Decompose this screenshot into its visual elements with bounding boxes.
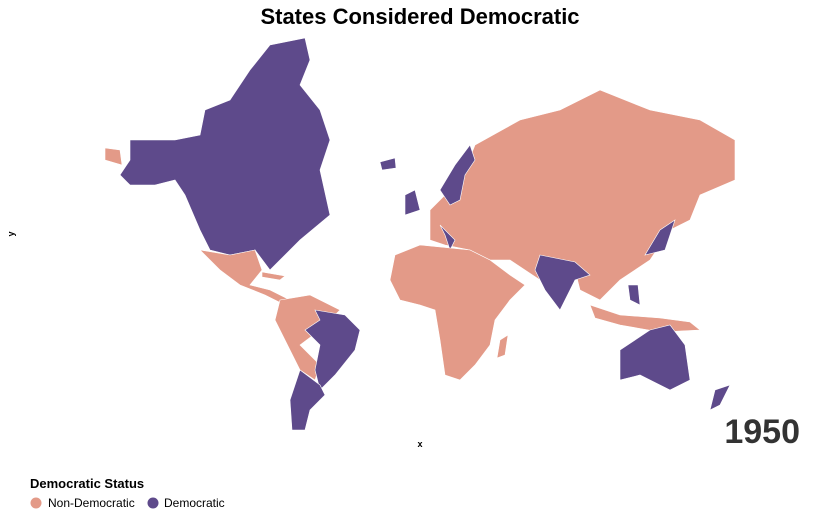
legend-label: Non-Democratic bbox=[48, 496, 135, 510]
region bbox=[289, 369, 326, 431]
map-title: States Considered Democratic bbox=[260, 4, 579, 29]
region bbox=[619, 324, 691, 391]
legend-swatch bbox=[30, 497, 42, 509]
region bbox=[389, 244, 526, 381]
region bbox=[534, 254, 591, 311]
region bbox=[627, 284, 641, 306]
region bbox=[496, 334, 509, 359]
region bbox=[589, 304, 701, 333]
x-axis-label: x bbox=[417, 439, 422, 449]
region bbox=[644, 219, 676, 256]
region bbox=[439, 144, 476, 206]
region bbox=[104, 147, 123, 166]
region bbox=[709, 384, 731, 411]
region bbox=[119, 37, 331, 271]
y-axis-label: y bbox=[6, 231, 16, 236]
legend-label: Democratic bbox=[164, 496, 225, 510]
region bbox=[379, 157, 397, 171]
legend-title: Democratic Status bbox=[30, 476, 144, 491]
legend-swatch bbox=[147, 497, 159, 509]
region bbox=[199, 249, 291, 306]
region bbox=[261, 271, 286, 281]
region bbox=[404, 189, 421, 216]
world-map bbox=[104, 37, 736, 431]
year-label: 1950 bbox=[724, 413, 800, 451]
